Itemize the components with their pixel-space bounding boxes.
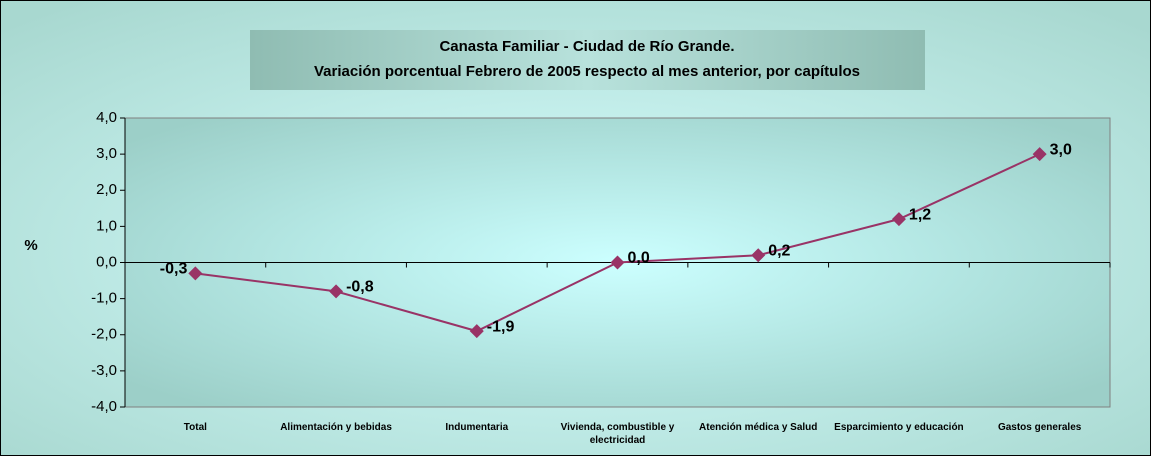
y-tick-label: -2,0 (91, 326, 117, 343)
y-tick-label: -1,0 (91, 290, 117, 307)
marker (610, 255, 625, 270)
y-tick-label: 4,0 (96, 109, 117, 126)
x-tick-label: Esparcimiento y educación (834, 422, 964, 433)
data-label: 3,0 (1050, 141, 1072, 158)
title-box (250, 30, 925, 90)
x-tick-label: Indumentaria (445, 422, 509, 433)
y-tick-label: 3,0 (96, 145, 117, 162)
x-tick-label: Alimentación y bebidas (280, 422, 392, 433)
chart-title: Canasta Familiar - Ciudad de Río Grande. (439, 38, 734, 55)
x-tick-label: Vivienda, combustible y electricidad (560, 422, 675, 446)
y-tick-label: 2,0 (96, 181, 117, 198)
data-label: -1,9 (487, 318, 515, 335)
x-tick-label: Atención médica y Salud (699, 422, 818, 433)
chart-subtitle: Variación porcentual Febrero de 2005 res… (314, 63, 860, 80)
y-tick-label: -3,0 (91, 362, 117, 379)
marker (891, 212, 906, 227)
marker (1032, 147, 1047, 162)
data-label: -0,3 (160, 261, 188, 278)
y-tick-label: 1,0 (96, 217, 117, 234)
data-label: -0,8 (346, 279, 374, 296)
data-label: 0,0 (628, 250, 650, 267)
data-label: 1,2 (909, 206, 931, 223)
marker (188, 266, 203, 281)
x-tick-label: Gastos generales (997, 422, 1082, 433)
y-axis-label: % (24, 237, 37, 254)
marker (751, 248, 766, 263)
x-tick-label: Total (183, 422, 207, 433)
y-tick-label: 0,0 (96, 253, 117, 270)
data-label: 0,2 (768, 242, 790, 259)
marker (329, 284, 344, 299)
y-tick-label: -4,0 (91, 398, 117, 415)
marker (469, 324, 484, 339)
